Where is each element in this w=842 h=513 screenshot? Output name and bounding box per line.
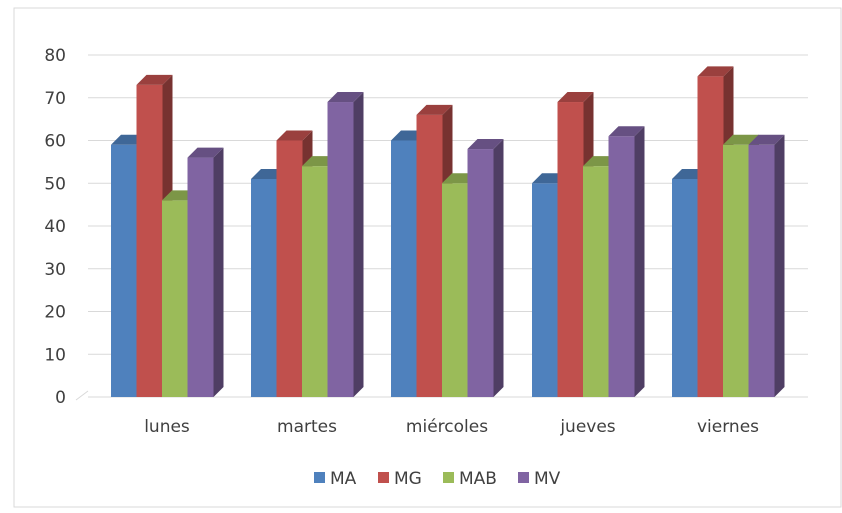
y-tick-label: 10 xyxy=(44,345,66,365)
bar-front xyxy=(557,102,584,398)
bar-MV-jueves xyxy=(608,126,645,397)
bar-top xyxy=(697,66,734,77)
bar-front xyxy=(723,144,749,397)
bar-front xyxy=(697,76,724,397)
x-tick-label: viernes xyxy=(697,417,759,437)
bar-side xyxy=(634,126,645,397)
floor-edge xyxy=(75,390,89,401)
bar-series-group xyxy=(111,66,785,398)
bar-front xyxy=(608,136,635,397)
bar-front xyxy=(162,200,188,397)
y-tick-label: 20 xyxy=(44,303,66,323)
legend: MA MG MAB MV xyxy=(314,469,561,489)
bar-front xyxy=(583,166,609,397)
bar-front xyxy=(672,178,698,397)
bar-front xyxy=(111,144,137,397)
bar-front xyxy=(276,140,303,397)
bar-front xyxy=(251,178,277,397)
bar-top xyxy=(608,126,645,137)
legend-label-MAB: MAB xyxy=(459,469,497,489)
bar-side xyxy=(213,147,224,397)
legend-label-MA: MA xyxy=(330,469,357,489)
bar-MV-viernes xyxy=(748,134,785,397)
y-tick-label: 60 xyxy=(44,132,66,152)
legend-swatch-MG xyxy=(378,472,389,483)
bar-top xyxy=(327,92,364,103)
y-tick-label: 30 xyxy=(44,260,66,280)
y-tick-label: 40 xyxy=(44,217,66,237)
bar-MV-miércoles xyxy=(467,139,504,398)
legend-swatch-MAB xyxy=(443,472,454,483)
y-tick-label: 80 xyxy=(44,46,66,66)
bar-front xyxy=(748,144,775,397)
bar-top xyxy=(416,104,453,115)
bar-MV-martes xyxy=(327,92,364,398)
legend-label-MV: MV xyxy=(534,469,561,489)
bar-top xyxy=(276,130,313,141)
bar-top xyxy=(748,134,785,145)
bar-front xyxy=(391,140,417,397)
bar-side xyxy=(493,139,504,398)
legend-swatch-MV xyxy=(518,472,529,483)
bar-top xyxy=(557,92,594,103)
bar-front xyxy=(442,183,468,397)
bar-side xyxy=(353,92,364,398)
x-tick-label: martes xyxy=(277,417,337,437)
bar-top xyxy=(467,139,504,150)
bar-front xyxy=(327,102,354,398)
bar-front xyxy=(416,114,443,397)
x-tick-label: lunes xyxy=(144,417,190,437)
bar-MV-lunes xyxy=(187,147,224,397)
bar-front xyxy=(532,183,558,397)
bar-front xyxy=(302,166,328,397)
bar-front xyxy=(467,149,494,397)
y-tick-label: 0 xyxy=(55,388,66,408)
bar-front xyxy=(136,84,163,398)
x-axis-tick-labels: lunes martes miércoles jueves viernes xyxy=(144,417,759,437)
bar-top xyxy=(187,147,224,158)
legend-swatch-MA xyxy=(314,472,325,483)
legend-label-MG: MG xyxy=(394,469,422,489)
y-tick-label: 70 xyxy=(44,89,66,109)
y-axis-tick-labels: 0 10 20 30 40 50 60 70 80 xyxy=(44,46,66,408)
y-tick-label: 50 xyxy=(44,174,66,194)
bar-top xyxy=(723,134,759,145)
x-tick-label: miércoles xyxy=(406,417,488,437)
bar-side xyxy=(774,134,785,397)
x-tick-label: jueves xyxy=(559,417,615,437)
bar-top xyxy=(136,74,173,85)
bar-front xyxy=(187,157,214,397)
